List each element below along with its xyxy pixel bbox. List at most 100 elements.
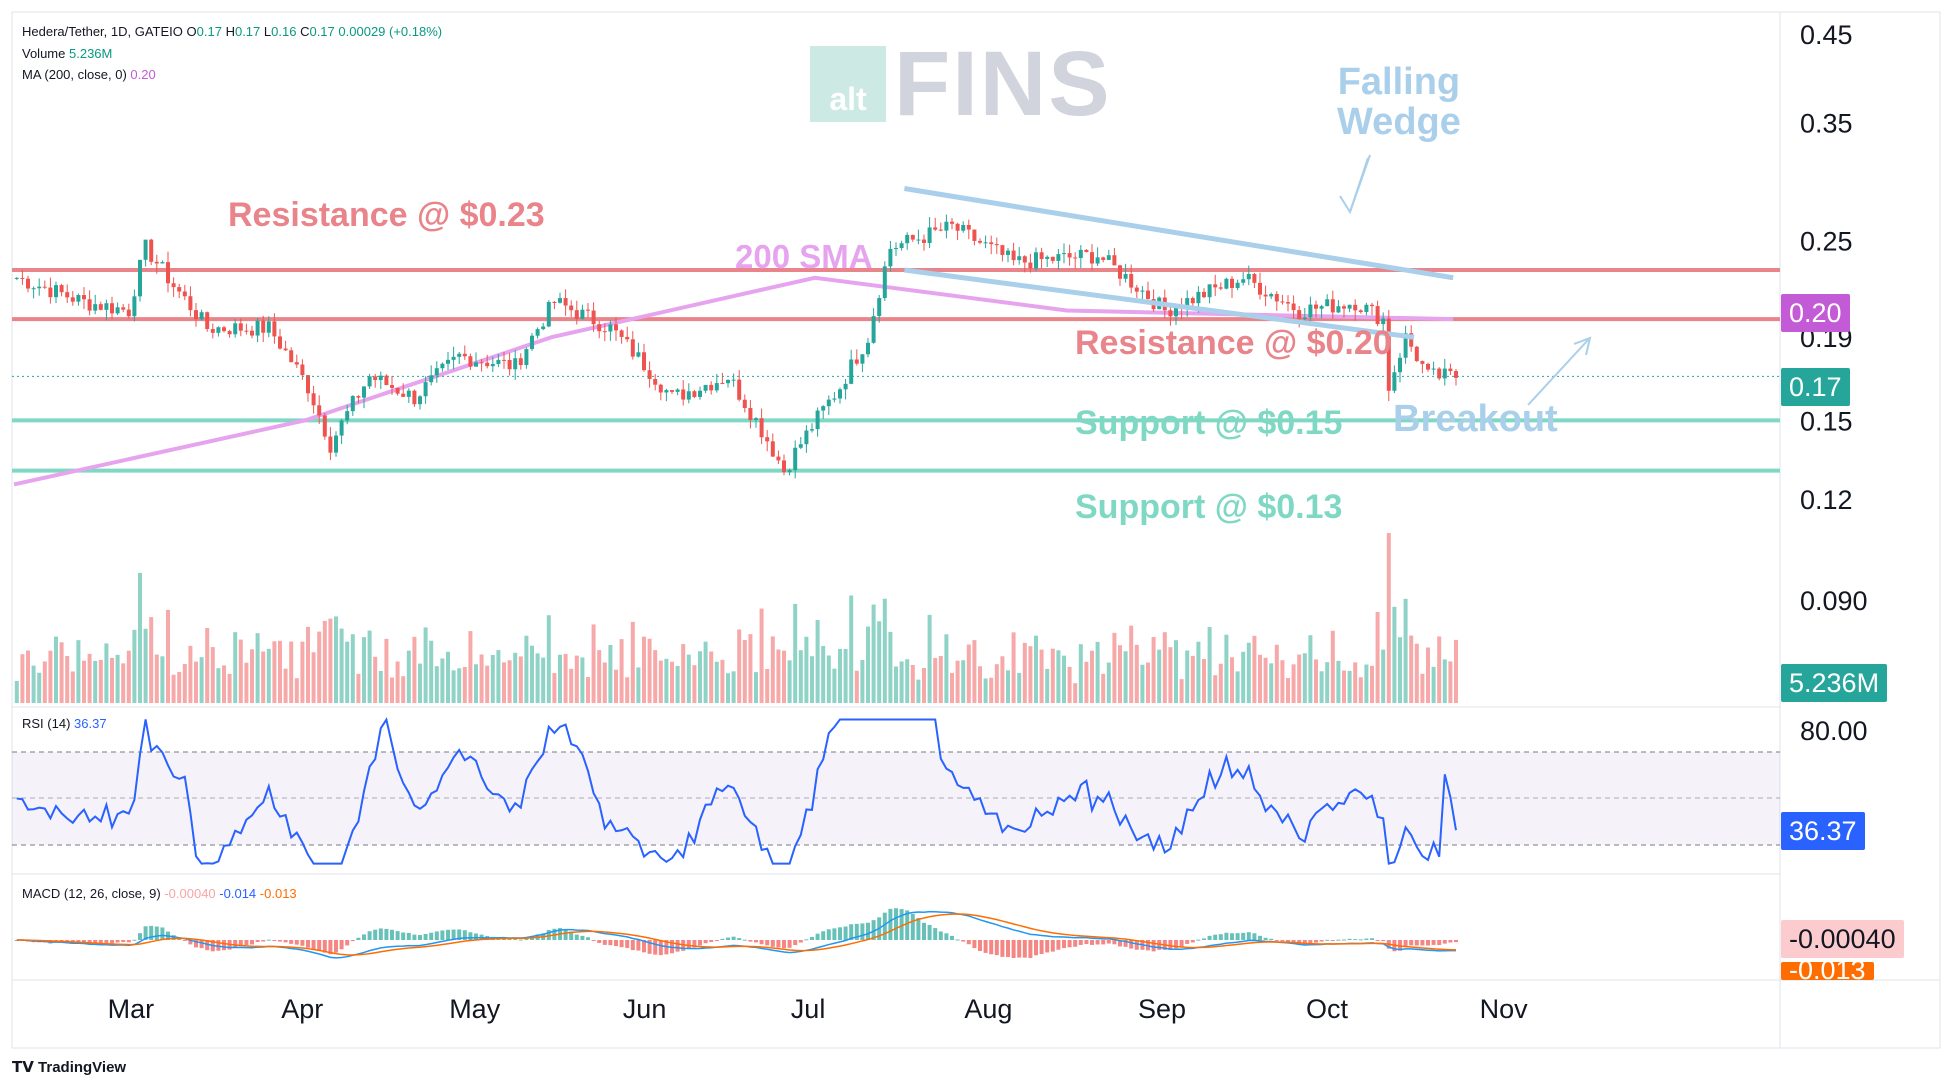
macd-histogram-bar [586, 937, 590, 940]
macd-legend[interactable]: MACD (12, 26, close, 9) -0.00040 -0.014 … [22, 886, 297, 901]
candle-body [362, 386, 366, 398]
volume-bar [871, 604, 876, 703]
candle-body [474, 362, 478, 367]
macd-histogram-bar [518, 939, 523, 941]
ma-legend[interactable]: MA (200, close, 0) 0.20 [22, 67, 156, 82]
volume-bar [1414, 643, 1419, 703]
volume-bar [1353, 662, 1358, 703]
candle-body [1134, 287, 1139, 292]
candle-body [390, 385, 394, 388]
volume-bar [227, 673, 232, 703]
candle-body [798, 444, 803, 448]
volume-bar [950, 672, 954, 703]
candle-body [205, 312, 210, 330]
candle-body [698, 390, 702, 397]
candle-body [26, 278, 30, 289]
macd-histogram-bar [1039, 940, 1044, 955]
macd-histogram-bar [1168, 940, 1173, 950]
volume-bar [451, 670, 456, 703]
volume-bar [1269, 663, 1274, 703]
price-axis-tick: 0.15 [1800, 406, 1853, 436]
volume-bar [132, 629, 137, 703]
macd-histogram-bar [546, 930, 551, 940]
rsi-legend[interactable]: RSI (14) 36.37 [22, 716, 107, 731]
macd-histogram-bar [182, 940, 187, 941]
volume-bar [356, 673, 361, 703]
candle-body [524, 349, 529, 366]
wedge-arrow-shaft [1349, 157, 1369, 213]
macd-histogram-bar [922, 922, 926, 940]
macd-histogram-bar [1106, 940, 1111, 944]
macd-histogram-bar [1174, 940, 1178, 949]
volume-bar [160, 656, 165, 703]
macd-histogram-bar [289, 940, 294, 944]
macd-histogram-bar [1006, 940, 1010, 957]
resistance-023-label: Resistance @ $0.23 [228, 196, 545, 234]
candle-body [653, 378, 658, 385]
macd-histogram-bar [283, 940, 288, 943]
falling-wedge-lower-line[interactable] [904, 267, 1415, 340]
candle-body [1364, 304, 1369, 313]
candle-body [860, 354, 865, 364]
candle-body [177, 287, 182, 292]
volume-bar [754, 672, 758, 703]
macd-histogram-bar [1022, 940, 1027, 958]
candle-body [944, 221, 949, 231]
candle-body [1375, 306, 1380, 325]
candle-body [877, 298, 882, 317]
candle-body [1112, 255, 1117, 266]
candle-body [138, 259, 142, 297]
volume-legend[interactable]: Volume 5.236M [22, 46, 112, 61]
volume-bar [698, 651, 702, 703]
macd-histogram-bar [345, 940, 350, 946]
macd-signal-price-tag: -0.013 [1781, 962, 1874, 980]
macd-histogram-bar [98, 940, 103, 944]
candle-body [894, 248, 898, 250]
candle-body [1050, 256, 1055, 261]
candle-body [591, 310, 596, 325]
candle-body [765, 437, 770, 442]
candle-body [1302, 317, 1307, 319]
volume-bar [636, 667, 641, 703]
volume-bar [530, 645, 534, 703]
volume-bar [233, 632, 238, 703]
macd-histogram-bar [597, 940, 602, 943]
candle-body [720, 383, 725, 385]
volume-bar [395, 661, 400, 703]
candle-body [507, 359, 512, 370]
macd-histogram-bar [255, 940, 260, 942]
candle-body [832, 398, 837, 400]
open-label: O [186, 24, 197, 39]
volume-bar [1006, 670, 1010, 703]
volume-bar [1426, 647, 1430, 703]
volume-bar [1090, 650, 1094, 703]
ma-price-tag: 0.20 [1781, 294, 1850, 332]
volume-bar [1291, 664, 1296, 703]
candle-body [647, 370, 652, 379]
macd-histogram-bar [1067, 940, 1072, 948]
candle-body [1274, 294, 1279, 302]
candle-body [1398, 357, 1402, 373]
macd-histogram-bar [832, 928, 837, 940]
support-013-label: Support @ $0.13 [1075, 488, 1343, 526]
volume-bar [1241, 651, 1246, 703]
volume-bar [149, 617, 154, 703]
candle-body [126, 309, 131, 317]
volume-bar [569, 668, 574, 703]
macd-histogram-bar [154, 926, 159, 940]
volume-bar [580, 657, 585, 703]
volume-bar [188, 645, 193, 703]
macd-signal-price-tag-text: -0.013 [1789, 962, 1866, 980]
candle-body [1442, 368, 1447, 379]
candle-body [580, 309, 585, 319]
candle-body [608, 324, 613, 332]
falling-wedge-upper-line[interactable] [903, 186, 1454, 281]
macd-histogram-bar [222, 940, 226, 951]
macd-histogram-bar [1011, 940, 1016, 958]
volume-bar [115, 654, 120, 703]
macd-histogram-bar [1134, 940, 1139, 950]
price-axis-tick: 0.12 [1800, 485, 1853, 515]
volume-bar [317, 631, 322, 703]
main-legend[interactable]: Hedera/Tether, 1D, GATEIO O0.17 H0.17 L0… [22, 24, 442, 39]
